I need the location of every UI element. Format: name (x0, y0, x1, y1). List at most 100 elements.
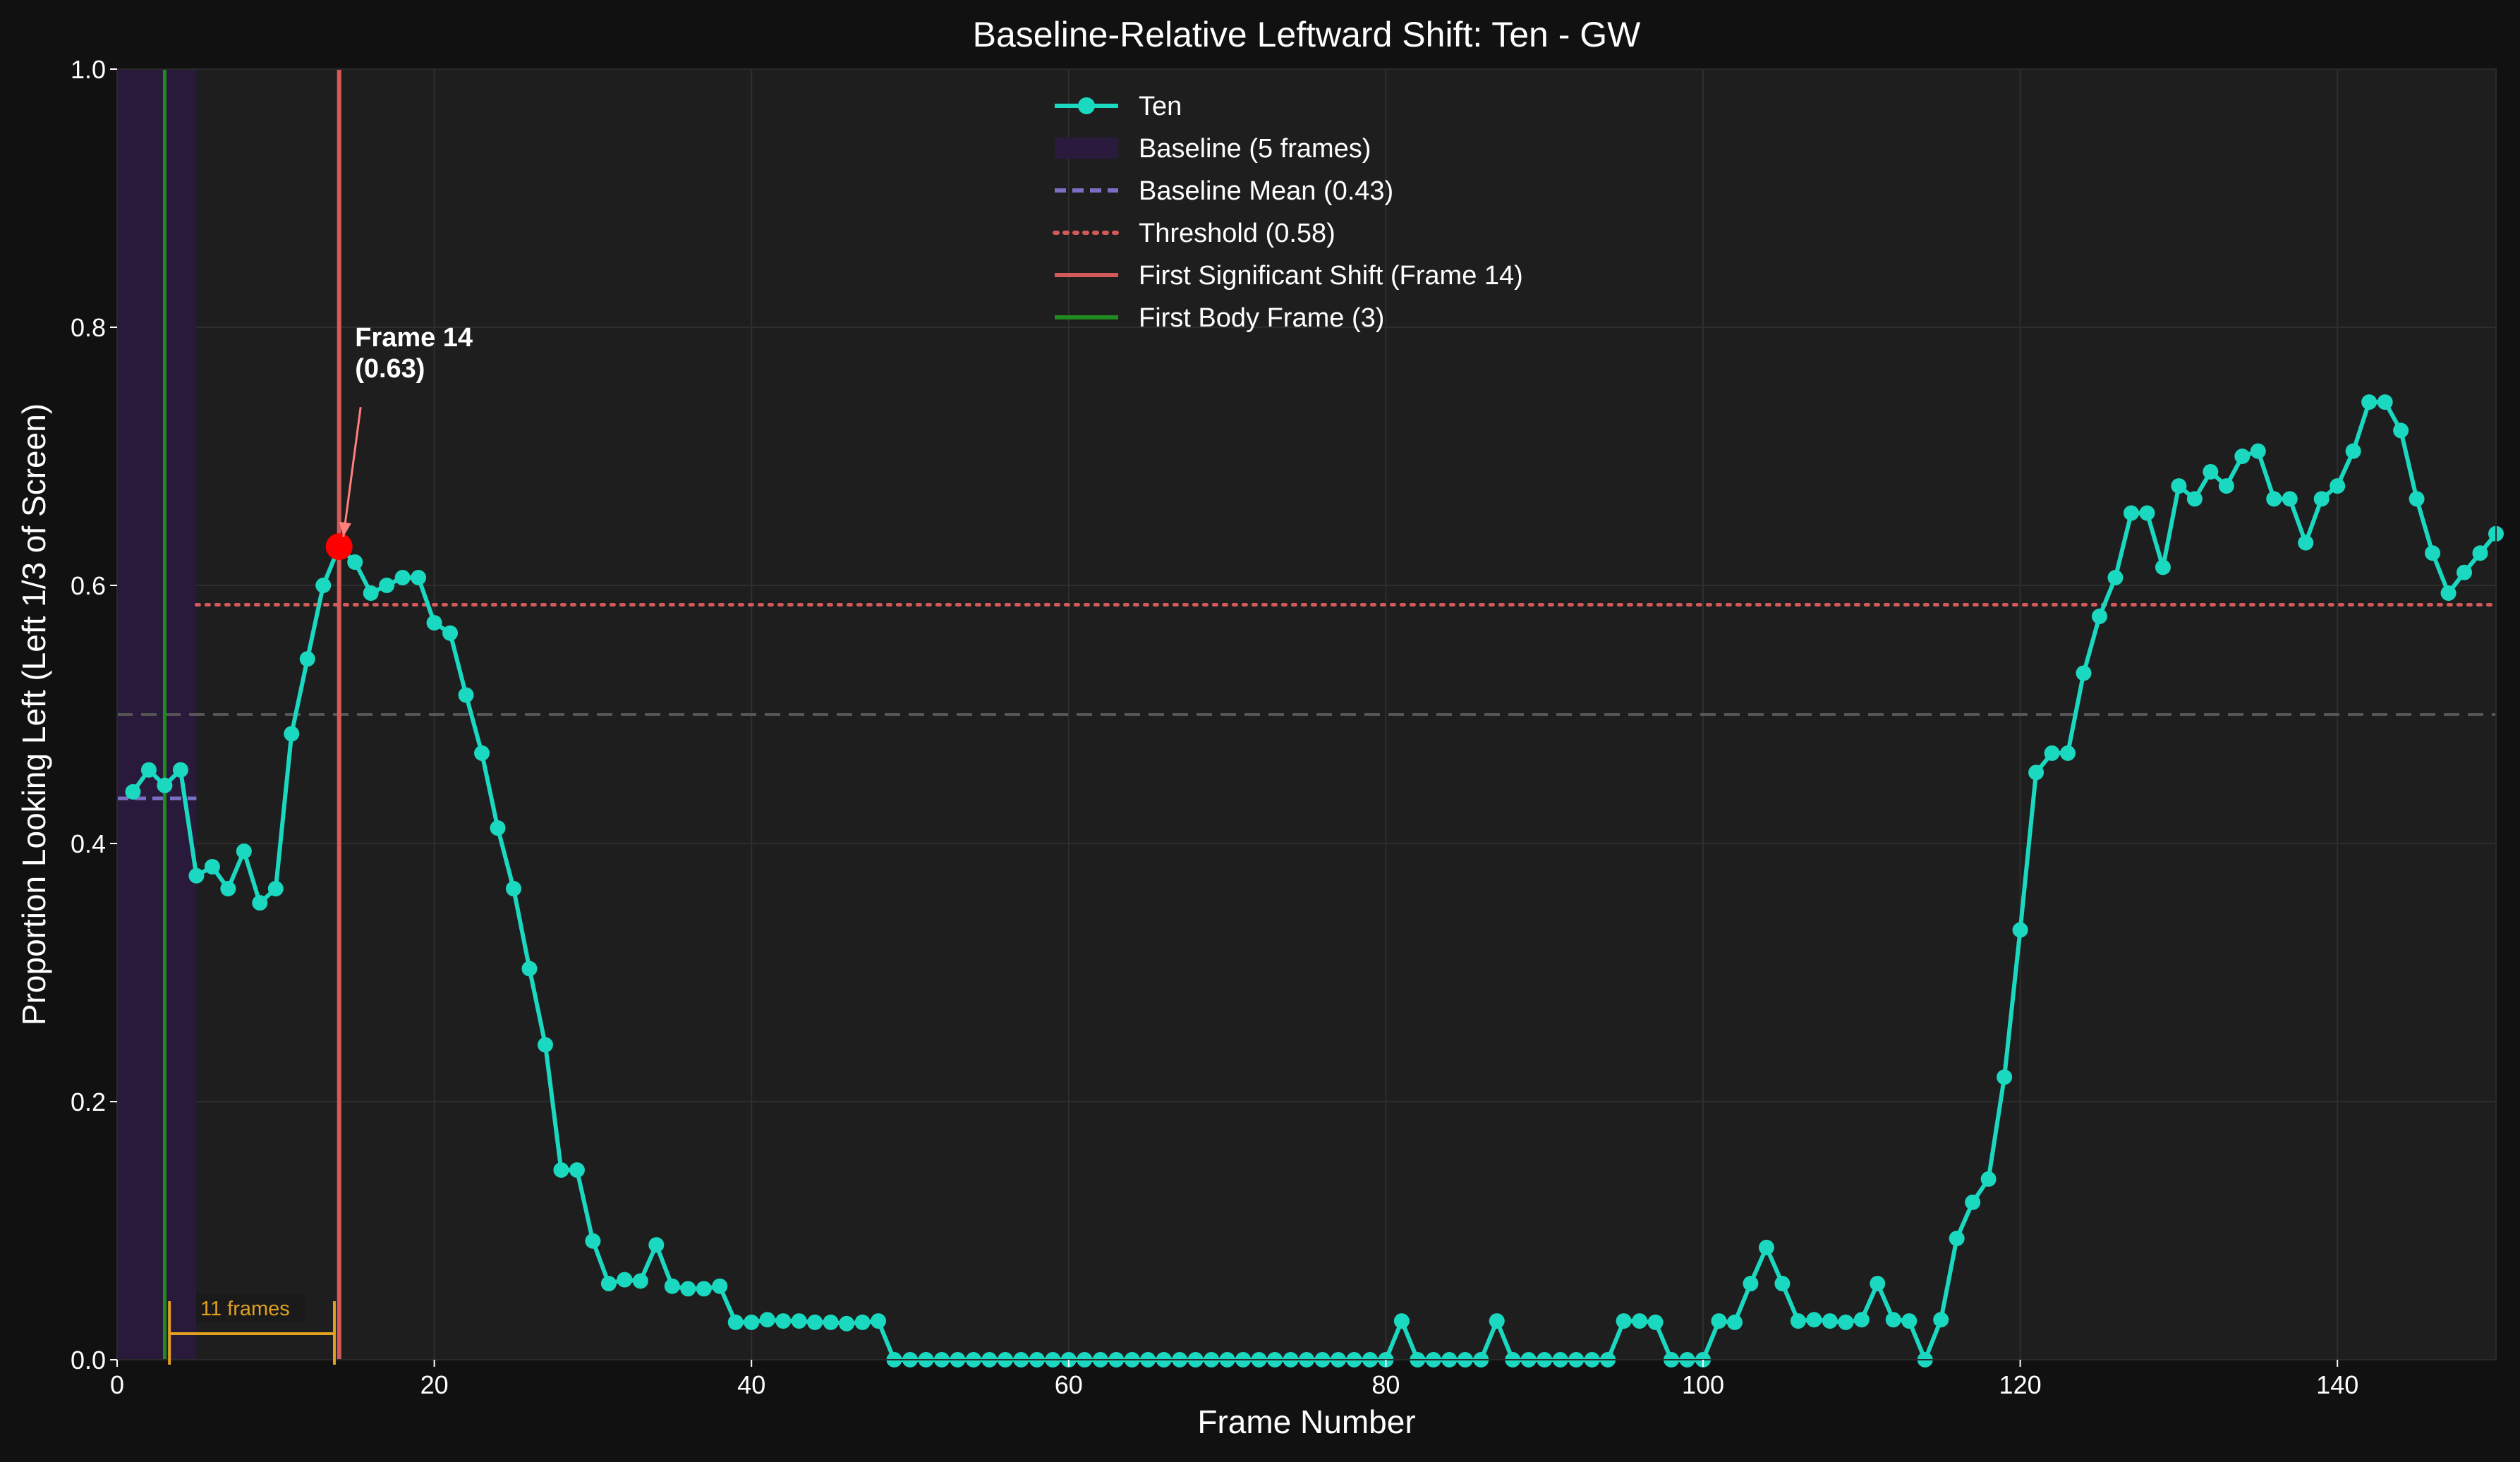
legend-label: Baseline (5 frames) (1139, 134, 1371, 164)
data-point (585, 1233, 601, 1249)
data-point (2457, 564, 2473, 580)
data-point (648, 1237, 665, 1253)
y-tick-label: 0.6 (71, 571, 106, 600)
data-point (125, 784, 141, 800)
annotation-text: Frame 14 (355, 323, 473, 353)
data-point (839, 1315, 855, 1332)
y-tick-label: 0.0 (71, 1346, 106, 1375)
data-point (1489, 1313, 1505, 1329)
data-point (2377, 394, 2393, 410)
data-point (1726, 1314, 1743, 1330)
data-point (363, 585, 379, 601)
data-point (1806, 1312, 1822, 1328)
data-point (696, 1281, 712, 1297)
data-point (2203, 463, 2219, 480)
x-tick-label: 80 (1371, 1370, 1400, 1399)
data-point (1743, 1276, 1759, 1292)
data-point (2155, 559, 2171, 575)
data-point (2409, 491, 2425, 507)
data-point (744, 1314, 760, 1330)
data-point (220, 881, 236, 897)
data-point (2250, 443, 2266, 459)
data-point (759, 1312, 775, 1328)
first-shift-marker (325, 533, 353, 561)
data-point (1965, 1194, 1981, 1210)
x-tick-label: 20 (420, 1370, 449, 1399)
data-point (2076, 665, 2092, 681)
y-tick-label: 1.0 (71, 55, 106, 84)
y-tick-label: 0.8 (71, 313, 106, 342)
data-point (791, 1313, 807, 1329)
data-point (569, 1162, 585, 1178)
data-point (1393, 1313, 1410, 1329)
data-point (204, 858, 220, 875)
data-point (2060, 745, 2076, 761)
span-label-bg (196, 1293, 306, 1322)
data-point (1980, 1171, 1997, 1187)
data-point (2218, 478, 2234, 494)
data-point (2234, 449, 2251, 464)
data-point (871, 1313, 887, 1329)
x-tick-label: 0 (110, 1370, 124, 1399)
data-point (188, 867, 205, 884)
data-point (1885, 1312, 1901, 1328)
data-point (823, 1314, 839, 1330)
legend-label: First Body Frame (3) (1139, 303, 1384, 333)
data-point (426, 615, 442, 631)
data-point (172, 762, 188, 778)
data-point (284, 726, 300, 742)
x-tick-label: 40 (737, 1370, 765, 1399)
legend-swatch (1055, 138, 1118, 159)
data-point (1758, 1239, 1774, 1255)
x-tick-label: 120 (1999, 1370, 2042, 1399)
data-point (394, 570, 411, 586)
data-point (1616, 1313, 1632, 1329)
data-point (1949, 1230, 1965, 1246)
data-point (379, 578, 395, 593)
x-tick-label: 100 (1682, 1370, 1724, 1399)
reference-regions (117, 69, 2498, 1360)
data-point (2139, 505, 2155, 521)
data-point (140, 762, 157, 778)
data-point (2393, 422, 2409, 439)
data-point (600, 1276, 617, 1292)
data-point (236, 843, 252, 859)
data-point (2298, 535, 2314, 551)
x-tick-label: 140 (2316, 1370, 2358, 1399)
data-point (2171, 478, 2187, 494)
data-point (712, 1278, 728, 1294)
y-axis-label: Proportion Looking Left (Left 1/3 of Scr… (16, 403, 52, 1025)
data-point (299, 651, 315, 667)
data-point (632, 1273, 648, 1289)
axes: 0 20 40 60 80 100 120 140 0.0 0.2 0.4 0.6 0.8 1.0 (71, 55, 2497, 1399)
data-point (521, 961, 538, 977)
data-point (411, 570, 427, 586)
annotation-text: (0.63) (355, 354, 425, 384)
data-point (267, 881, 284, 897)
data-point (807, 1314, 823, 1330)
legend-label: Threshold (0.58) (1139, 219, 1335, 248)
annotations: Frame 14(0.63) 11 frames (168, 323, 473, 1365)
legend-label: Ten (1139, 92, 1182, 121)
data-point (2361, 394, 2377, 410)
data-point (458, 687, 474, 703)
annotation-arrow (342, 407, 362, 537)
x-tick-label: 60 (1055, 1370, 1083, 1399)
data-point (157, 777, 173, 793)
data-point (617, 1272, 633, 1288)
data-point (664, 1278, 680, 1294)
data-point (727, 1314, 744, 1330)
data-point (2425, 545, 2441, 561)
legend-label: Baseline Mean (0.43) (1139, 176, 1393, 206)
data-point (2092, 608, 2107, 624)
data-point (553, 1162, 569, 1178)
data-point (1711, 1313, 1727, 1329)
data-point (347, 554, 363, 571)
data-point (315, 578, 332, 593)
data-point (2345, 443, 2361, 459)
data-point (2330, 478, 2346, 494)
span-label: 11 frames (200, 1298, 290, 1320)
data-point (1632, 1313, 1648, 1329)
data-point (1790, 1313, 1806, 1329)
